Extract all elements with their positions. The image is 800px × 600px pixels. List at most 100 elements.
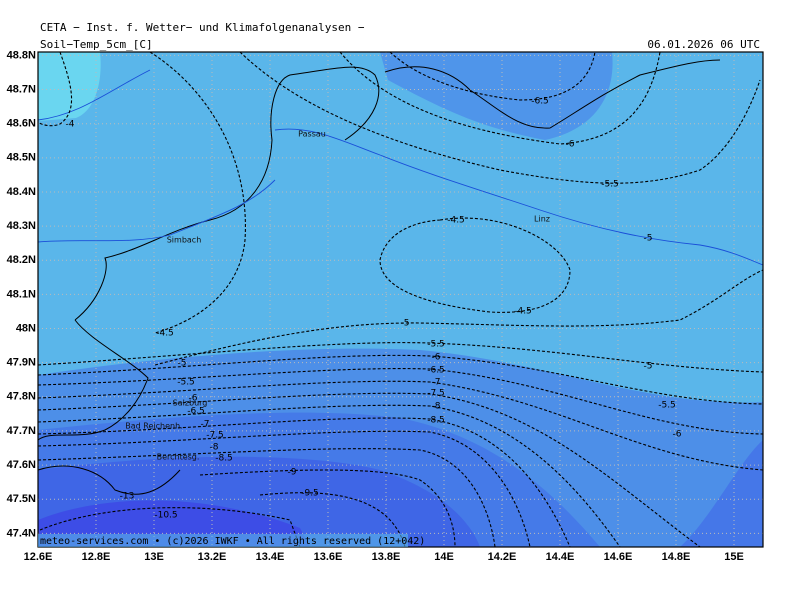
x-tick-label: 13.8E <box>372 551 401 563</box>
x-tick-label: 15E <box>724 551 744 563</box>
x-tick-label: 13E <box>144 551 164 563</box>
contour-label: -4.5 <box>156 329 174 339</box>
contour <box>37 417 571 548</box>
contour-label: -8.5 <box>427 416 445 426</box>
contour <box>37 448 496 548</box>
contour-label: -5.5 <box>427 340 445 350</box>
river <box>37 128 764 266</box>
x-tick-label: 14.4E <box>546 551 575 563</box>
field <box>38 52 763 547</box>
y-tick-label: 48.6N <box>7 118 36 130</box>
x-tick-label: 12.8E <box>82 551 111 563</box>
place-name: Bad Reichenh. <box>125 422 182 431</box>
contour <box>379 217 571 313</box>
x-tick-label: 14E <box>434 551 454 563</box>
contour-label: -7.5 <box>206 431 224 441</box>
place-name: Berchtesg. <box>157 453 200 462</box>
x-tick-label: 14.2E <box>488 551 517 563</box>
institute: CETA − Inst. f. Wetter− und Klimafolgena… <box>40 21 365 34</box>
contour-label: -6 <box>432 353 441 363</box>
river <box>37 69 151 121</box>
contour <box>149 51 246 334</box>
contour <box>37 404 621 548</box>
footer-bg <box>38 534 408 547</box>
contour-label: -5 <box>401 319 410 329</box>
y-tick-label: 48N <box>16 322 36 334</box>
y-tick-label: 47.5N <box>7 493 36 505</box>
x-tick-label: 13.4E <box>256 551 285 563</box>
contour-label: -8.5 <box>215 454 233 464</box>
contour-label: -4 <box>66 120 75 130</box>
footer: meteo-services.com • (c)2026 IWKF • All … <box>40 536 425 547</box>
contour <box>199 469 456 548</box>
y-tick-label: 48.5N <box>7 152 36 164</box>
border <box>37 465 181 495</box>
field-colder-east <box>680 440 763 547</box>
x-tick-label: 12.6E <box>24 551 53 563</box>
y-tick-label: 48.3N <box>7 220 36 232</box>
valid-time: 06.01.2026 06 UTC <box>647 38 760 51</box>
y-tick-label: 47.7N <box>7 425 36 437</box>
contour-label: -13 <box>120 492 135 502</box>
y-tick-label: 47.4N <box>7 527 36 539</box>
x-tick-label: 14.6E <box>604 551 633 563</box>
place-name: Passau <box>298 130 326 139</box>
y-tick-label: 48.7N <box>7 83 36 95</box>
contour <box>37 51 73 127</box>
contour-label: -9 <box>288 468 297 478</box>
contour-label: -6.5 <box>427 366 445 376</box>
place-name: Simbach <box>167 236 202 245</box>
contour <box>339 51 661 145</box>
place-name: Linz <box>534 215 550 224</box>
contour-label: -5 <box>644 234 653 244</box>
contour <box>39 507 301 548</box>
contour-label: -6 <box>566 140 575 150</box>
x-tick-label: 14.8E <box>662 551 691 563</box>
contour-label: -6 <box>189 394 198 404</box>
contour-label: -9.5 <box>301 489 319 499</box>
contour-label: -5 <box>644 362 653 372</box>
contour-label: -10.5 <box>154 511 177 521</box>
contour-label: -6.5 <box>187 407 205 417</box>
field-warm <box>38 52 101 121</box>
x-tick-label: 13.6E <box>314 551 343 563</box>
contour-label: -8 <box>432 402 441 412</box>
contour-label: -6.5 <box>531 97 549 107</box>
contour <box>37 380 764 471</box>
contour-label: -4.5 <box>514 307 532 317</box>
contour <box>389 51 596 101</box>
contour-label: -7.5 <box>427 389 445 399</box>
contour-label: -8 <box>210 443 219 453</box>
contour-label: -5.5 <box>177 378 195 388</box>
y-tick-label: 47.9N <box>7 357 36 369</box>
x-tick-label: 13.2E <box>198 551 227 563</box>
contour <box>37 354 764 405</box>
parameter: Soil−Temp_5cm_[C] <box>40 38 153 51</box>
border <box>74 66 380 321</box>
contour <box>37 342 764 373</box>
contour <box>239 51 761 184</box>
contour <box>37 392 701 548</box>
contour-label: -4.5 <box>447 216 465 226</box>
contour <box>37 368 764 435</box>
field-cold-north <box>380 52 613 140</box>
contours <box>37 51 764 548</box>
y-tick-label: 48.4N <box>7 186 36 198</box>
y-tick-label: 48.1N <box>7 288 36 300</box>
y-tick-label: 47.6N <box>7 459 36 471</box>
contour-label: -5.5 <box>601 180 619 190</box>
y-tick-label: 48.8N <box>7 49 36 61</box>
contour-label: -7 <box>201 420 210 430</box>
contour <box>154 269 764 366</box>
labels: Passau Linz Simbach Salzburg Bad Reichenh. Be… <box>66 97 682 521</box>
contour-label: -7 <box>432 378 441 388</box>
contour-label: -6 <box>673 430 682 440</box>
place-name: Salzburg <box>173 399 208 408</box>
contour-label: -5 <box>178 359 187 369</box>
border <box>384 59 721 129</box>
contour <box>37 430 531 548</box>
y-tick-label: 47.8N <box>7 391 36 403</box>
y-tick-label: 48.2N <box>7 254 36 266</box>
